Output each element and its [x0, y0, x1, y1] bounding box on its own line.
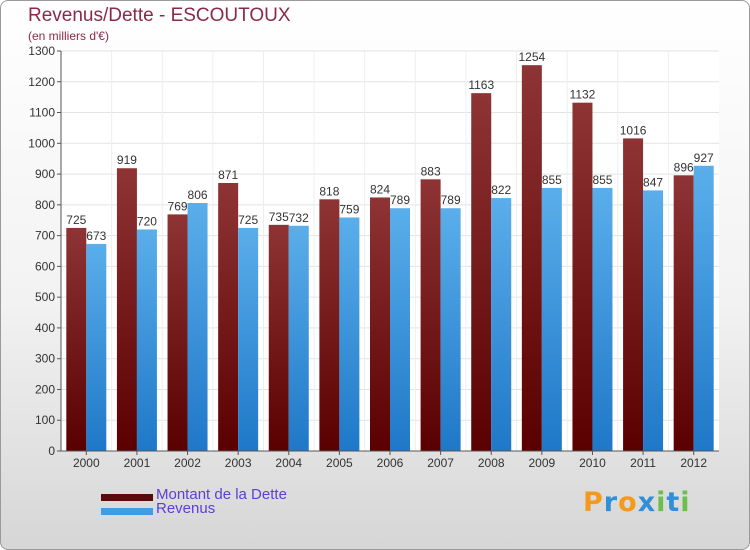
bar-revenus — [541, 187, 562, 451]
bar-dette — [673, 175, 694, 452]
legend-swatch-dette — [101, 494, 153, 501]
y-tick-label: 500 — [35, 290, 55, 304]
bar-dette — [268, 224, 289, 451]
y-tick-label: 1000 — [28, 136, 55, 150]
data-label-dette: 1016 — [620, 123, 647, 137]
x-tick-label: 2009 — [528, 456, 555, 470]
data-label-dette: 1254 — [518, 50, 545, 64]
x-tick-label: 2010 — [579, 456, 606, 470]
bar-dette — [623, 138, 644, 451]
data-label-revenus: 673 — [86, 229, 106, 243]
x-tick-label: 2006 — [377, 456, 404, 470]
y-tick-label: 400 — [35, 321, 55, 335]
bar-dette — [116, 168, 137, 451]
chart-subtitle: (en milliers d'€) — [28, 29, 109, 43]
x-tick-label: 2005 — [326, 456, 353, 470]
data-label-revenus: 720 — [137, 214, 157, 228]
legend-swatch-revenus — [101, 508, 153, 515]
y-tick-label: 1300 — [28, 44, 55, 58]
bar-revenus — [86, 243, 107, 451]
y-tick-label: 100 — [35, 413, 55, 427]
data-label-revenus: 732 — [289, 211, 309, 225]
y-tick-label: 1200 — [28, 75, 55, 89]
logo-letter: t — [666, 487, 681, 518]
data-label-revenus: 789 — [390, 193, 410, 207]
logo-letter: i — [680, 487, 691, 518]
data-label-dette: 896 — [674, 160, 694, 174]
data-label-revenus: 759 — [339, 202, 359, 216]
bar-revenus — [592, 187, 613, 451]
data-label-revenus: 847 — [643, 175, 663, 189]
bar-revenus — [440, 208, 461, 451]
chart-title: Revenus/Dette - ESCOUTOUX — [28, 5, 291, 26]
data-label-revenus: 725 — [238, 213, 258, 227]
bar-dette — [521, 65, 542, 452]
bar-dette — [370, 197, 390, 451]
logo-letter: i — [656, 487, 667, 518]
data-label-dette: 735 — [269, 210, 289, 224]
logo-letter: x — [637, 487, 657, 518]
bar-revenus — [187, 203, 208, 451]
y-tick-label: 600 — [35, 259, 55, 273]
x-tick-label: 2002 — [174, 456, 201, 470]
x-tick-label: 2011 — [630, 456, 656, 470]
data-label-dette: 769 — [168, 199, 188, 213]
data-label-dette: 725 — [66, 213, 86, 227]
bar-revenus — [643, 190, 664, 451]
logo-letter: P — [583, 487, 604, 518]
bar-dette — [572, 102, 593, 451]
data-label-dette: 1132 — [570, 88, 596, 102]
x-tick-label: 2003 — [225, 456, 252, 470]
bar-revenus — [339, 217, 360, 451]
bar-revenus — [693, 165, 714, 451]
bar-dette — [218, 183, 239, 451]
data-label-revenus: 927 — [694, 151, 714, 165]
legend-label-dette: Montant de la Dette — [156, 486, 287, 503]
bar-dette — [420, 179, 441, 452]
bar-revenus — [238, 227, 259, 451]
bar-revenus — [136, 229, 157, 451]
bar-revenus — [491, 198, 512, 451]
data-label-dette: 883 — [421, 164, 441, 178]
y-tick-label: 0 — [48, 444, 55, 458]
x-tick-label: 2007 — [427, 456, 454, 470]
y-tick-label: 300 — [35, 352, 55, 366]
x-tick-label: 2000 — [73, 456, 100, 470]
proxiti-logo: Proxiti — [583, 487, 691, 518]
data-label-revenus: 789 — [441, 193, 461, 207]
data-label-revenus: 855 — [542, 173, 562, 187]
y-tick-label: 700 — [35, 229, 55, 243]
data-label-revenus: 822 — [491, 183, 511, 197]
y-tick-label: 200 — [35, 382, 55, 396]
legend-label-revenus: Revenus — [156, 500, 216, 517]
bar-dette — [471, 93, 492, 452]
data-label-dette: 871 — [218, 168, 238, 182]
data-label-dette: 919 — [117, 153, 137, 167]
data-label-revenus: 855 — [592, 173, 612, 187]
y-tick-label: 800 — [35, 198, 55, 212]
bar-revenus — [288, 225, 309, 451]
bar-dette — [319, 199, 340, 451]
bar-dette — [66, 227, 87, 451]
data-label-revenus: 806 — [188, 188, 208, 202]
data-label-dette: 1163 — [468, 78, 494, 92]
bar-dette — [167, 214, 188, 451]
x-tick-label: 2012 — [680, 456, 707, 470]
x-tick-label: 2004 — [275, 456, 302, 470]
logo-letter: r — [603, 487, 619, 518]
y-tick-label: 1100 — [29, 106, 55, 120]
logo-letter: o — [618, 487, 638, 518]
data-label-dette: 818 — [319, 184, 339, 198]
x-tick-label: 2008 — [478, 456, 505, 470]
y-tick-label: 900 — [35, 167, 55, 181]
bar-revenus — [390, 208, 410, 451]
x-tick-label: 2001 — [124, 456, 151, 470]
data-label-dette: 824 — [370, 182, 390, 196]
